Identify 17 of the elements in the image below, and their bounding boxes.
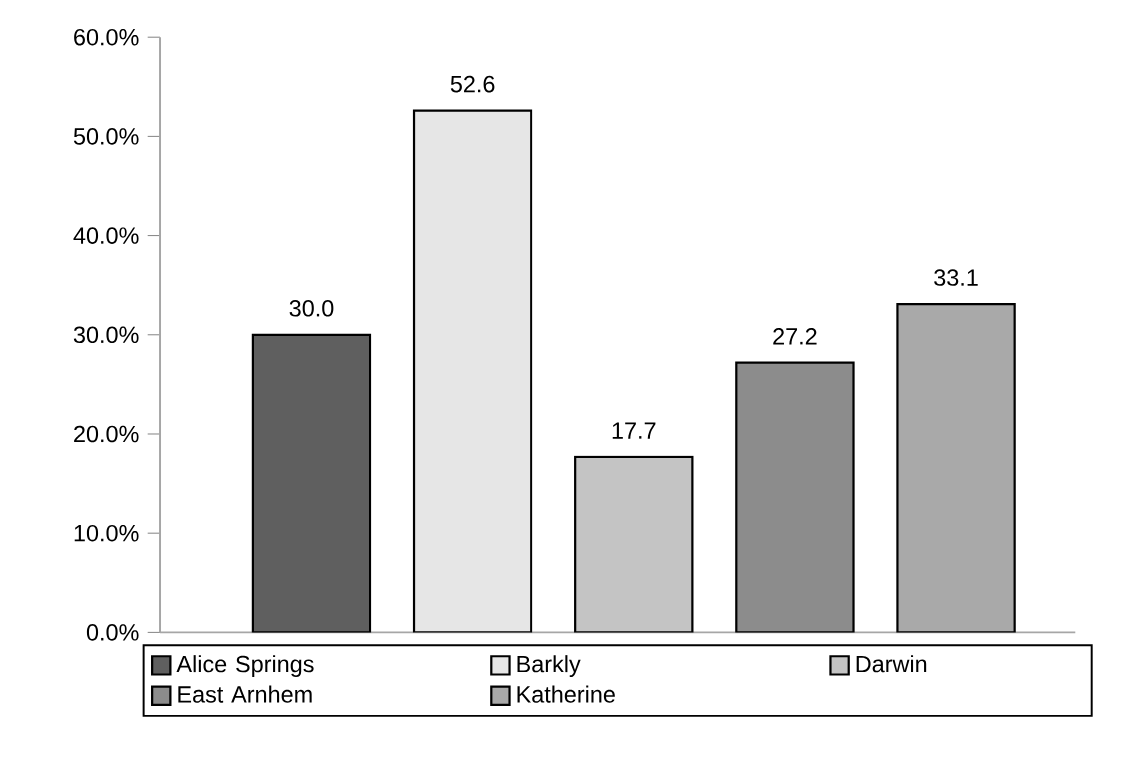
legend-label: Barkly xyxy=(517,655,581,677)
data-label: 17.7 xyxy=(612,422,656,439)
y-tick-label: 10.0% xyxy=(74,524,139,542)
y-tick-label: 50.0% xyxy=(73,128,139,145)
data-label: 30.0 xyxy=(289,299,334,317)
y-tick-label: 30.0% xyxy=(73,326,139,344)
data-label: 52.6 xyxy=(450,75,495,93)
data-label: 33.1 xyxy=(934,269,978,286)
y-tick-label: 0.0% xyxy=(86,624,139,641)
y-tick-label: 40.0% xyxy=(73,227,139,244)
legend-label: Alice Springs xyxy=(176,655,314,677)
y-tick-label: 20.0% xyxy=(74,425,139,443)
data-label: 27.2 xyxy=(773,327,817,345)
y-tick-label: 60.0% xyxy=(74,28,139,46)
legend-label: Darwin xyxy=(856,655,927,673)
legend-label: East Arnhem xyxy=(178,685,312,703)
legend-label: Katherine xyxy=(517,685,615,703)
